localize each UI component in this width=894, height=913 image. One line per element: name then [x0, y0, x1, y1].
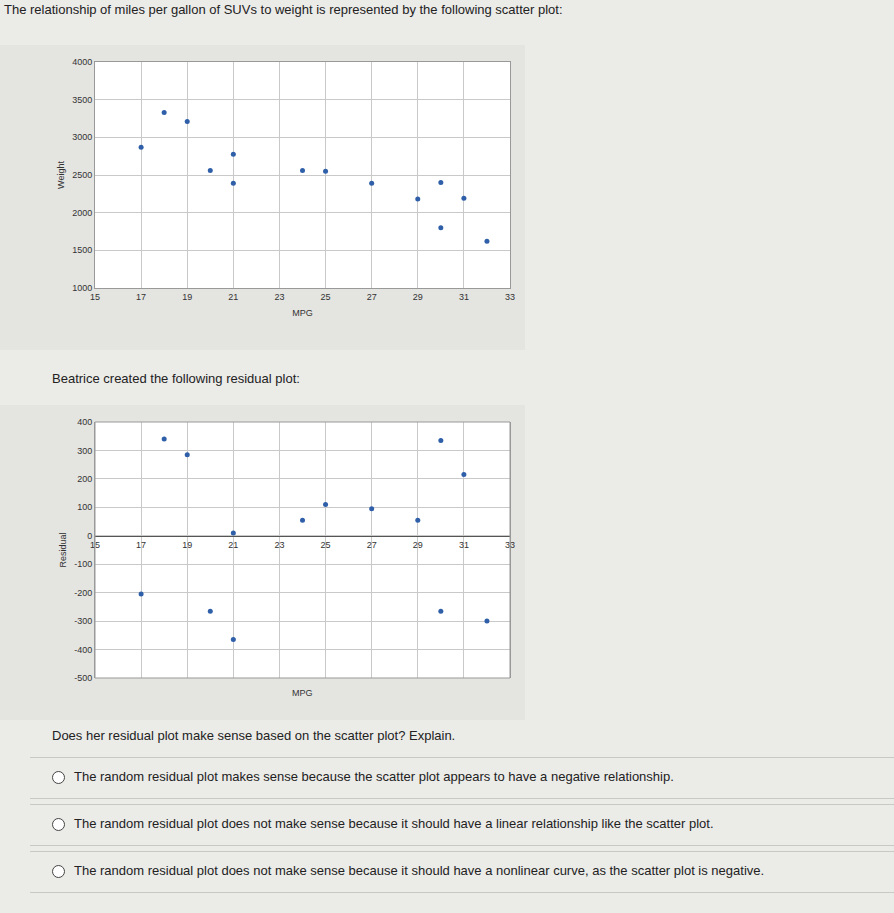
svg-text:-100: -100 — [74, 559, 92, 569]
html-text:The random residual plot makes: The random residual plot makes sense bec… — [74, 769, 674, 784]
svg-text:1000: 1000 — [72, 283, 92, 293]
svg-text:400: 400 — [77, 417, 92, 427]
svg-text:-500: -500 — [74, 673, 92, 683]
svg-text:33: 33 — [505, 540, 515, 550]
svg-text:2000: 2000 — [72, 208, 92, 218]
svg-text:-400: -400 — [74, 645, 92, 655]
svg-text:100: 100 — [77, 502, 92, 512]
html-text:The relationship of miles per: The relationship of miles per gallon of … — [4, 2, 563, 17]
svg-text:31: 31 — [459, 292, 469, 302]
svg-text:19: 19 — [182, 292, 192, 302]
svg-text:17: 17 — [136, 292, 146, 302]
svg-text:3500: 3500 — [72, 95, 92, 105]
svg-text:1500: 1500 — [72, 245, 92, 255]
svg-text:33: 33 — [505, 292, 515, 302]
html-text:Beatrice created the following: Beatrice created the following residual … — [52, 371, 300, 386]
svg-text:15: 15 — [90, 540, 100, 550]
svg-text:23: 23 — [274, 292, 284, 302]
svg-text:Weight: Weight — [56, 161, 66, 189]
svg-text:2500: 2500 — [72, 170, 92, 180]
svg-text:25: 25 — [321, 540, 331, 550]
svg-text:0: 0 — [87, 531, 92, 541]
svg-text:25: 25 — [321, 292, 331, 302]
svg-text:Residual: Residual — [58, 532, 68, 567]
svg-text:300: 300 — [77, 446, 92, 456]
svg-text:MPG: MPG — [292, 688, 313, 698]
svg-text:-200: -200 — [74, 588, 92, 598]
html-text:The random residual plot does: The random residual plot does not make s… — [74, 863, 765, 878]
svg-text:23: 23 — [274, 540, 284, 550]
html-text:The random residual plot does: The random residual plot does not make s… — [74, 816, 714, 831]
svg-text:27: 27 — [367, 292, 377, 302]
svg-text:21: 21 — [228, 540, 238, 550]
svg-text:15: 15 — [90, 292, 100, 302]
svg-text:21: 21 — [228, 292, 238, 302]
html-text:Does her residual plot make se: Does her residual plot make sense based … — [52, 728, 456, 743]
svg-text:4000: 4000 — [72, 57, 92, 67]
svg-text:17: 17 — [136, 540, 146, 550]
svg-text:27: 27 — [367, 540, 377, 550]
svg-text:3000: 3000 — [72, 132, 92, 142]
svg-text:MPG: MPG — [292, 308, 313, 318]
svg-text:29: 29 — [413, 540, 423, 550]
svg-text:19: 19 — [182, 540, 192, 550]
svg-text:-300: -300 — [74, 616, 92, 626]
svg-text:29: 29 — [413, 292, 423, 302]
svg-text:31: 31 — [459, 540, 469, 550]
svg-text:200: 200 — [77, 474, 92, 484]
